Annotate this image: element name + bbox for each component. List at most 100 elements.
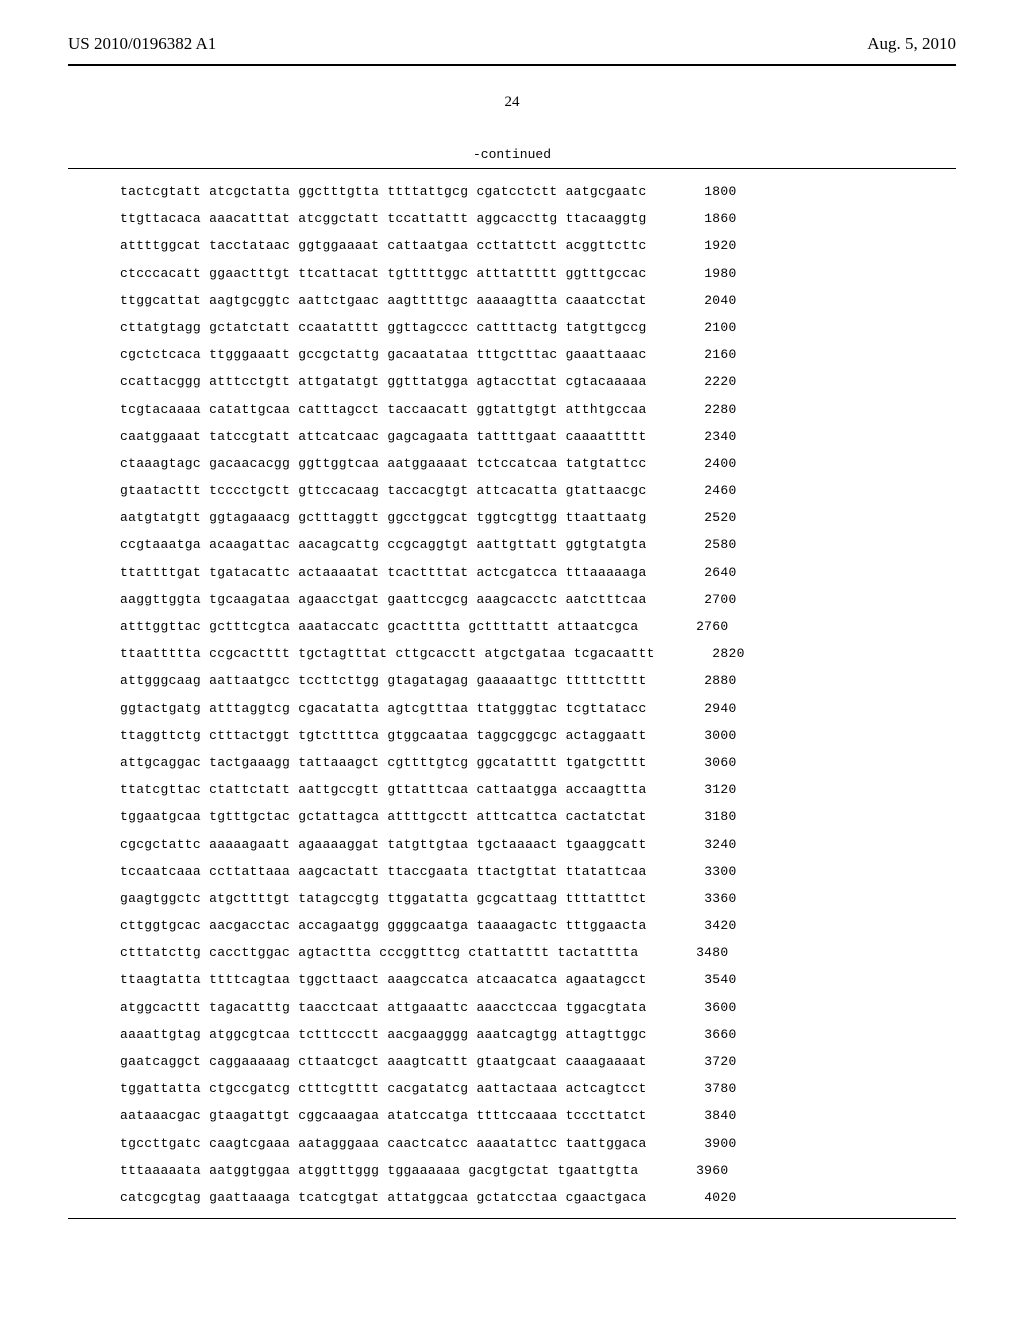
sequence-chunks: ttatcgttac ctattctatt aattgccgtt gttattt…: [120, 783, 647, 796]
sequence-row: atttggttac gctttcgtca aaataccatc gcacttt…: [120, 620, 956, 633]
sequence-row: ccgtaaatga acaagattac aacagcattg ccgcagg…: [120, 538, 956, 551]
sequence-row: tactcgtatt atcgctatta ggctttgtta ttttatt…: [120, 185, 956, 198]
sequence-position: 2280: [689, 403, 737, 416]
sequence-row: atggcacttt tagacatttg taacctcaat attgaaa…: [120, 1001, 956, 1014]
sequence-row: ttaggttctg ctttactggt tgtcttttca gtggcaa…: [120, 729, 956, 742]
sequence-row: tgccttgatc caagtcgaaa aatagggaaa caactca…: [120, 1137, 956, 1150]
sequence-row: tggattatta ctgccgatcg ctttcgtttt cacgata…: [120, 1082, 956, 1095]
sequence-row: ttaattttta ccgcactttt tgctagtttat cttgca…: [120, 647, 956, 660]
sequence-position: 2820: [697, 647, 745, 660]
page-number: 24: [0, 94, 1024, 111]
sequence-row: ccattacggg atttcctgtt attgatatgt ggtttat…: [120, 375, 956, 388]
sequence-row: aatgtatgtt ggtagaaacg gctttaggtt ggcctgg…: [120, 511, 956, 524]
sequence-position: 3180: [689, 810, 737, 823]
header-divider: [68, 64, 956, 66]
sequence-position: 2160: [689, 348, 737, 361]
sequence-position: 3120: [689, 783, 737, 796]
sequence-chunks: tactcgtatt atcgctatta ggctttgtta ttttatt…: [120, 185, 647, 198]
sequence-chunks: tcgtacaaaa catattgcaa catttagcct taccaac…: [120, 403, 647, 416]
sequence-block: tactcgtatt atcgctatta ggctttgtta ttttatt…: [0, 185, 1024, 1204]
sequence-position: 1800: [689, 185, 737, 198]
sequence-chunks: gtaatacttt tcccctgctt gttccacaag taccacg…: [120, 484, 647, 497]
sequence-chunks: ttaggttctg ctttactggt tgtcttttca gtggcaa…: [120, 729, 647, 742]
sequence-chunks: cgcgctattc aaaaagaatt agaaaaggat tatgttg…: [120, 838, 647, 851]
sequence-row: attgggcaag aattaatgcc tccttcttgg gtagata…: [120, 674, 956, 687]
sequence-chunks: ttattttgat tgatacattc actaaaatat tcacttt…: [120, 566, 647, 579]
sequence-position: 2100: [689, 321, 737, 334]
sequence-row: aaggttggta tgcaagataa agaacctgat gaattcc…: [120, 593, 956, 606]
sequence-position: 3420: [689, 919, 737, 932]
sequence-row: tccaatcaaa ccttattaaa aagcactatt ttaccga…: [120, 865, 956, 878]
sequence-position: 2340: [689, 430, 737, 443]
sequence-row: aaaattgtag atggcgtcaa tctttccctt aacgaag…: [120, 1028, 956, 1041]
sequence-chunks: aataaacgac gtaagattgt cggcaaagaa atatcca…: [120, 1109, 647, 1122]
sequence-row: ttatcgttac ctattctatt aattgccgtt gttattt…: [120, 783, 956, 796]
patent-date: Aug. 5, 2010: [867, 34, 956, 54]
sequence-row: ggtactgatg atttaggtcg cgacatatta agtcgtt…: [120, 702, 956, 715]
continued-wrap: -continued: [0, 147, 1024, 162]
sequence-chunks: tttaaaaata aatggtggaa atggtttggg tggaaaa…: [120, 1164, 638, 1177]
sequence-position: 2400: [689, 457, 737, 470]
sequence-position: 2760: [680, 620, 728, 633]
sequence-row: ctaaagtagc gacaacacgg ggttggtcaa aatggaa…: [120, 457, 956, 470]
sequence-row: attttggcat tacctataac ggtggaaaat cattaat…: [120, 239, 956, 252]
sequence-chunks: tggaatgcaa tgtttgctac gctattagca attttgc…: [120, 810, 647, 823]
sequence-position: 2520: [689, 511, 737, 524]
sequence-chunks: cttggtgcac aacgacctac accagaatgg ggggcaa…: [120, 919, 647, 932]
sequence-chunks: catcgcgtag gaattaaaga tcatcgtgat attatgg…: [120, 1191, 647, 1204]
sequence-row: ttaagtatta ttttcagtaa tggcttaact aaagcca…: [120, 973, 956, 986]
sequence-row: tcgtacaaaa catattgcaa catttagcct taccaac…: [120, 403, 956, 416]
sequence-row: gtaatacttt tcccctgctt gttccacaag taccacg…: [120, 484, 956, 497]
sequence-chunks: ttggcattat aagtgcggtc aattctgaac aagtttt…: [120, 294, 647, 307]
sequence-divider-top: [68, 168, 956, 169]
sequence-chunks: aatgtatgtt ggtagaaacg gctttaggtt ggcctgg…: [120, 511, 647, 524]
sequence-position: 3540: [689, 973, 737, 986]
sequence-chunks: ggtactgatg atttaggtcg cgacatatta agtcgtt…: [120, 702, 647, 715]
sequence-position: 3600: [689, 1001, 737, 1014]
sequence-chunks: aaaattgtag atggcgtcaa tctttccctt aacgaag…: [120, 1028, 647, 1041]
sequence-position: 2940: [689, 702, 737, 715]
sequence-chunks: tccaatcaaa ccttattaaa aagcactatt ttaccga…: [120, 865, 647, 878]
sequence-row: tggaatgcaa tgtttgctac gctattagca attttgc…: [120, 810, 956, 823]
sequence-row: caatggaaat tatccgtatt attcatcaac gagcaga…: [120, 430, 956, 443]
sequence-chunks: ccgtaaatga acaagattac aacagcattg ccgcagg…: [120, 538, 647, 551]
sequence-row: ttgttacaca aaacatttat atcggctatt tccatta…: [120, 212, 956, 225]
sequence-chunks: atttggttac gctttcgtca aaataccatc gcacttt…: [120, 620, 638, 633]
sequence-position: 2580: [689, 538, 737, 551]
sequence-chunks: ttgttacaca aaacatttat atcggctatt tccatta…: [120, 212, 647, 225]
sequence-row: gaagtggctc atgcttttgt tatagccgtg ttggata…: [120, 892, 956, 905]
sequence-position: 3000: [689, 729, 737, 742]
sequence-chunks: attgggcaag aattaatgcc tccttcttgg gtagata…: [120, 674, 647, 687]
continued-label: -continued: [473, 147, 551, 162]
sequence-chunks: ctttatcttg caccttggac agtacttta cccggttt…: [120, 946, 638, 959]
sequence-position: 3300: [689, 865, 737, 878]
patent-number: US 2010/0196382 A1: [68, 34, 216, 54]
sequence-chunks: aaggttggta tgcaagataa agaacctgat gaattcc…: [120, 593, 647, 606]
sequence-row: ttattttgat tgatacattc actaaaatat tcacttt…: [120, 566, 956, 579]
sequence-position: 2640: [689, 566, 737, 579]
sequence-row: cgcgctattc aaaaagaatt agaaaaggat tatgttg…: [120, 838, 956, 851]
sequence-row: cgctctcaca ttgggaaatt gccgctattg gacaata…: [120, 348, 956, 361]
sequence-position: 2880: [689, 674, 737, 687]
sequence-chunks: atggcacttt tagacatttg taacctcaat attgaaa…: [120, 1001, 647, 1014]
sequence-position: 3060: [689, 756, 737, 769]
sequence-chunks: tggattatta ctgccgatcg ctttcgtttt cacgata…: [120, 1082, 647, 1095]
sequence-chunks: attttggcat tacctataac ggtggaaaat cattaat…: [120, 239, 647, 252]
page-header: US 2010/0196382 A1 Aug. 5, 2010: [0, 0, 1024, 60]
sequence-row: cttggtgcac aacgacctac accagaatgg ggggcaa…: [120, 919, 956, 932]
sequence-chunks: ttaagtatta ttttcagtaa tggcttaact aaagcca…: [120, 973, 647, 986]
sequence-position: 3660: [689, 1028, 737, 1041]
sequence-divider-bottom: [68, 1218, 956, 1219]
sequence-row: tttaaaaata aatggtggaa atggtttggg tggaaaa…: [120, 1164, 956, 1177]
sequence-position: 1920: [689, 239, 737, 252]
sequence-row: attgcaggac tactgaaagg tattaaagct cgttttg…: [120, 756, 956, 769]
sequence-row: catcgcgtag gaattaaaga tcatcgtgat attatgg…: [120, 1191, 956, 1204]
sequence-position: 2700: [689, 593, 737, 606]
sequence-position: 3840: [689, 1109, 737, 1122]
sequence-position: 1980: [689, 267, 737, 280]
sequence-chunks: cttatgtagg gctatctatt ccaatatttt ggttagc…: [120, 321, 647, 334]
sequence-row: aataaacgac gtaagattgt cggcaaagaa atatcca…: [120, 1109, 956, 1122]
sequence-chunks: ctcccacatt ggaactttgt ttcattacat tgttttt…: [120, 267, 647, 280]
sequence-chunks: tgccttgatc caagtcgaaa aatagggaaa caactca…: [120, 1137, 647, 1150]
sequence-position: 3360: [689, 892, 737, 905]
